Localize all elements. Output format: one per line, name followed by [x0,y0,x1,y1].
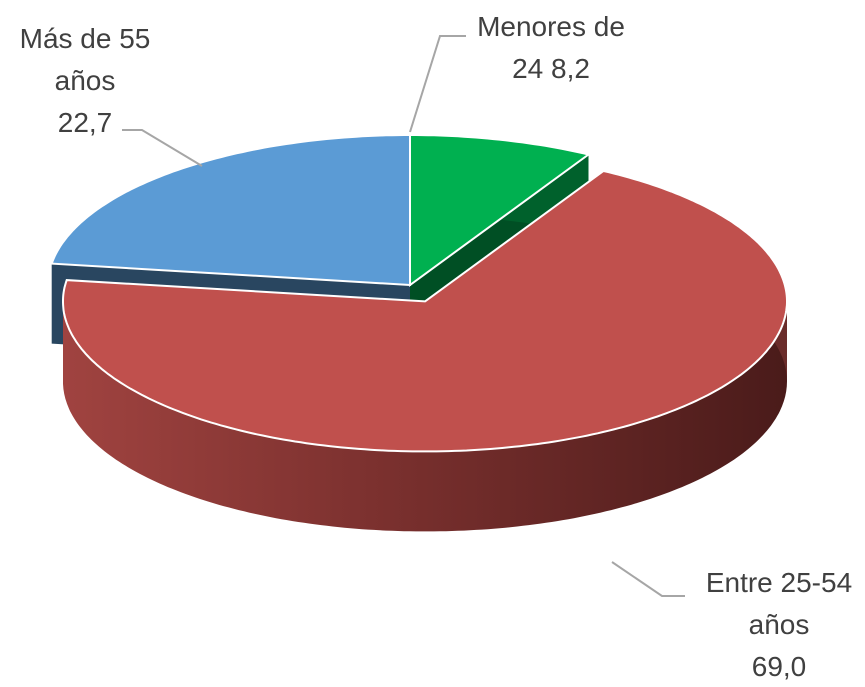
slice [50,134,411,287]
value-label: 69,0 [751,651,807,682]
category-label: Entre 25-54 años [705,567,853,640]
value-label: 8,2 [551,53,590,84]
slice [409,134,591,287]
data-label: Menores de 24 8,2 [462,6,640,90]
data-label: Entre 25-54 años 69,0 [690,562,865,687]
leader-line [611,561,685,597]
slice-side [63,301,787,532]
leader-line [122,129,203,167]
category-label: Menores de 24 [477,11,625,84]
leader-line [409,35,466,133]
slice [62,169,788,453]
value-label: 22,7 [57,107,113,138]
data-label: Más de 55 años 22,7 [5,18,165,144]
category-label: Más de 55 años [19,23,151,96]
